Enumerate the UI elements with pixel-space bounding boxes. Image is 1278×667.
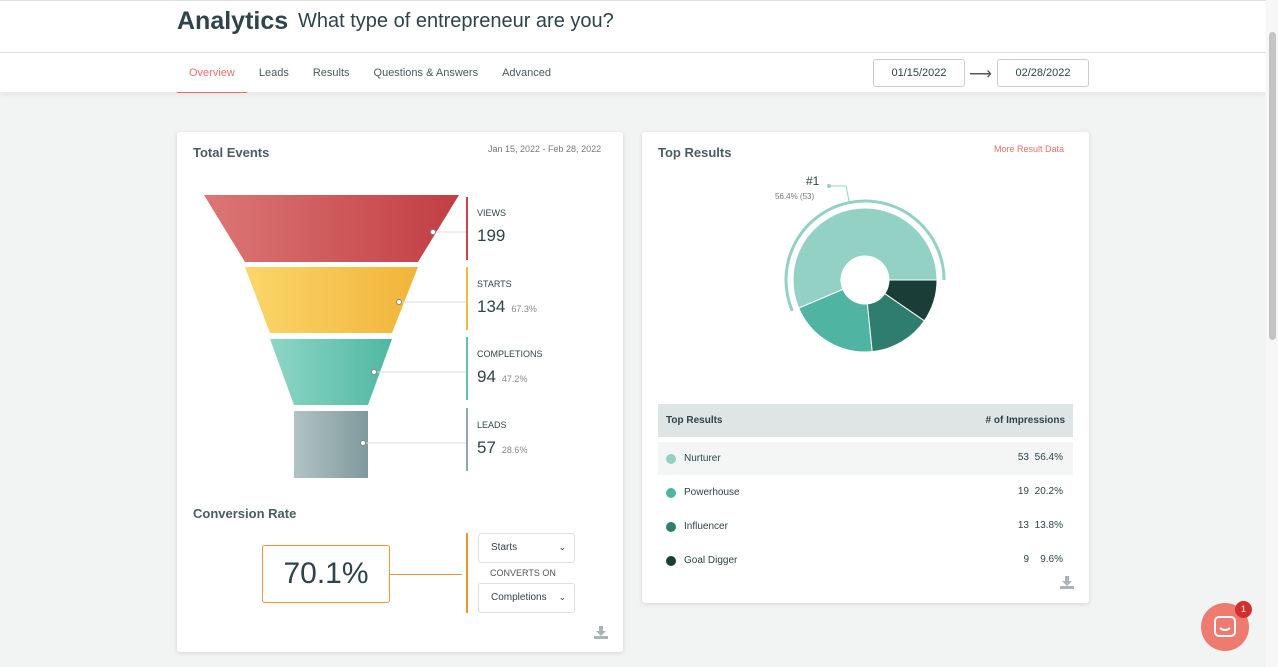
views-value: 199	[477, 226, 506, 245]
results-table-header: Top Results # of Impressions	[658, 404, 1073, 437]
funnel-leads	[294, 411, 368, 478]
col-top-results: Top Results	[666, 415, 723, 426]
rank-leader-dot	[827, 184, 831, 188]
starts-value: 134 67.3%	[477, 297, 537, 316]
legend-dot	[666, 454, 676, 464]
starts-label: STARTS	[477, 279, 512, 289]
conversion-rate-title: Conversion Rate	[193, 506, 297, 521]
funnel-chart	[204, 195, 466, 478]
result-name: Nurturer	[684, 453, 721, 464]
start-date-input[interactable]: 01/15/2022	[873, 59, 965, 87]
rank-label: #1	[806, 174, 820, 188]
converts-on-label: CONVERTS ON	[490, 568, 556, 578]
funnel-views	[204, 195, 459, 262]
pie-slice-nurturer	[792, 207, 938, 309]
chat-icon	[1214, 616, 1236, 637]
result-pct: 13.8%	[1034, 520, 1063, 531]
completions-value: 94 47.2%	[477, 367, 528, 386]
result-name: Powerhouse	[684, 487, 740, 498]
funnel-marker	[360, 440, 366, 446]
top-results-title: Top Results	[658, 145, 732, 160]
pie-slice-goal-digger	[884, 279, 938, 322]
scrollbar[interactable]	[1266, 0, 1278, 667]
result-name: Influencer	[684, 521, 728, 532]
pie-slice-powerhouse	[798, 288, 873, 353]
result-pct: 20.2%	[1034, 486, 1063, 497]
tab-leads[interactable]: Leads	[258, 67, 289, 79]
divider	[0, 52, 1266, 53]
leads-label: LEADS	[477, 420, 507, 430]
top-result-highlight-arc	[784, 199, 946, 312]
results-table-row: Influencer 13 13.8%	[658, 510, 1073, 543]
tab-questions-answers[interactable]: Questions & Answers	[373, 67, 479, 79]
result-count: 19	[1017, 486, 1029, 497]
leads-bar	[466, 408, 468, 471]
results-table-row: Nurturer 53 56.4%	[658, 442, 1073, 475]
leads-value: 57 28.6%	[477, 438, 528, 457]
end-date-input[interactable]: 02/28/2022	[997, 59, 1089, 87]
result-count: 53	[1017, 452, 1029, 463]
conversion-rate-value: 70.1%	[262, 545, 390, 603]
tab-overview[interactable]: Overview	[177, 53, 247, 93]
result-pct: 56.4%	[1034, 452, 1063, 463]
more-result-data-link[interactable]: More Result Data	[994, 144, 1065, 154]
connector-line	[390, 574, 462, 575]
result-count: 9	[1023, 554, 1029, 565]
download-icon[interactable]	[1060, 576, 1074, 589]
results-table-row: Powerhouse 19 20.2%	[658, 476, 1073, 509]
views-bar	[466, 197, 468, 260]
result-name: Goal Digger	[684, 555, 738, 566]
funnel-starts	[245, 267, 418, 333]
completions-label: COMPLETIONS	[477, 349, 543, 359]
page-title: Analytics	[177, 7, 289, 35]
download-icon[interactable]	[594, 626, 608, 639]
scrollbar-thumb[interactable]	[1269, 32, 1276, 340]
completions-bar	[466, 337, 468, 400]
results-table-row: Goal Digger 9 9.6%	[658, 544, 1073, 577]
views-label: VIEWS	[477, 208, 507, 218]
page-header: Analytics What type of entrepreneur are …	[0, 0, 1266, 93]
chevron-down-icon: ⌄	[558, 542, 566, 552]
rank-detail: 56.4% (53)	[775, 192, 815, 201]
tab-results[interactable]: Results	[312, 67, 350, 79]
result-pct: 9.6%	[1040, 554, 1063, 565]
from-stage-select[interactable]: Starts ⌄	[478, 533, 575, 563]
starts-bar	[466, 267, 468, 330]
arrow-right-icon: ⟶	[969, 66, 992, 83]
funnel-completions	[270, 339, 392, 405]
date-range-label: Jan 15, 2022 - Feb 28, 2022	[488, 144, 602, 154]
to-stage-select[interactable]: Completions ⌄	[478, 583, 575, 613]
tab-advanced[interactable]: Advanced	[502, 67, 552, 79]
tab-bar: Overview Leads Results Questions & Answe…	[177, 53, 563, 93]
funnel-marker	[396, 299, 402, 305]
result-count: 13	[1017, 520, 1029, 531]
conversion-bar	[466, 533, 468, 613]
funnel-marker	[371, 369, 377, 375]
legend-dot	[666, 522, 676, 532]
top-results-pie-chart	[784, 184, 946, 353]
rank-leader-line	[829, 185, 850, 202]
legend-dot	[666, 488, 676, 498]
col-impressions: # of Impressions	[985, 415, 1065, 426]
chevron-down-icon: ⌄	[558, 592, 566, 602]
total-events-title: Total Events	[193, 145, 270, 160]
funnel-marker	[430, 229, 436, 235]
notification-badge: 1	[1235, 601, 1252, 618]
quiz-title: What type of entrepreneur are you?	[298, 10, 614, 32]
legend-dot	[666, 556, 676, 566]
